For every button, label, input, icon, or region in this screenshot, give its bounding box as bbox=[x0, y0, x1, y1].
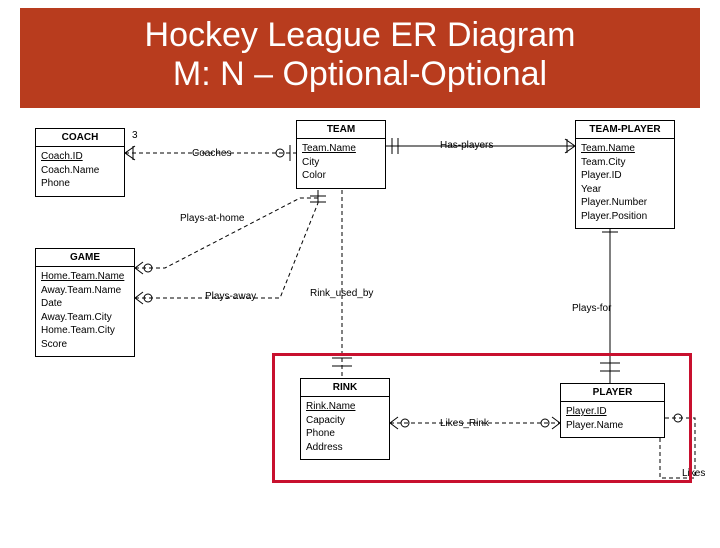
highlight-box bbox=[272, 353, 692, 483]
entity-attrs: Team.Name Team.City Player.ID Year Playe… bbox=[576, 139, 674, 228]
svg-text:3: 3 bbox=[132, 130, 138, 141]
entity-coach: COACH Coach.ID Coach.Name Phone bbox=[35, 128, 125, 197]
diagram-canvas: 3 bbox=[0, 108, 720, 548]
entity-game: GAME Home.Team.Name Away.Team.Name Date … bbox=[35, 248, 135, 357]
entity-title: TEAM bbox=[297, 121, 385, 139]
title-line-2: M: N – Optional-Optional bbox=[20, 55, 700, 94]
rel-plays-for: Plays-for bbox=[572, 303, 611, 314]
title-line-1: Hockey League ER Diagram bbox=[20, 16, 700, 55]
entity-attrs: Home.Team.Name Away.Team.Name Date Away.… bbox=[36, 267, 134, 356]
entity-attrs: Team.Name City Color bbox=[297, 139, 385, 188]
rel-has-players: Has-players bbox=[440, 140, 493, 151]
entity-attrs: Coach.ID Coach.Name Phone bbox=[36, 147, 124, 196]
entity-title: GAME bbox=[36, 249, 134, 267]
rel-plays-away: Plays-away bbox=[205, 291, 256, 302]
entity-title: COACH bbox=[36, 129, 124, 147]
title-banner: Hockey League ER Diagram M: N – Optional… bbox=[20, 8, 700, 108]
entity-title: TEAM-PLAYER bbox=[576, 121, 674, 139]
rel-coaches: Coaches bbox=[192, 148, 231, 159]
rel-plays-at-home: Plays-at-home bbox=[180, 213, 244, 224]
entity-team: TEAM Team.Name City Color bbox=[296, 120, 386, 189]
entity-team-player: TEAM-PLAYER Team.Name Team.City Player.I… bbox=[575, 120, 675, 229]
rel-rink-used-by: Rink_used_by bbox=[310, 288, 373, 299]
